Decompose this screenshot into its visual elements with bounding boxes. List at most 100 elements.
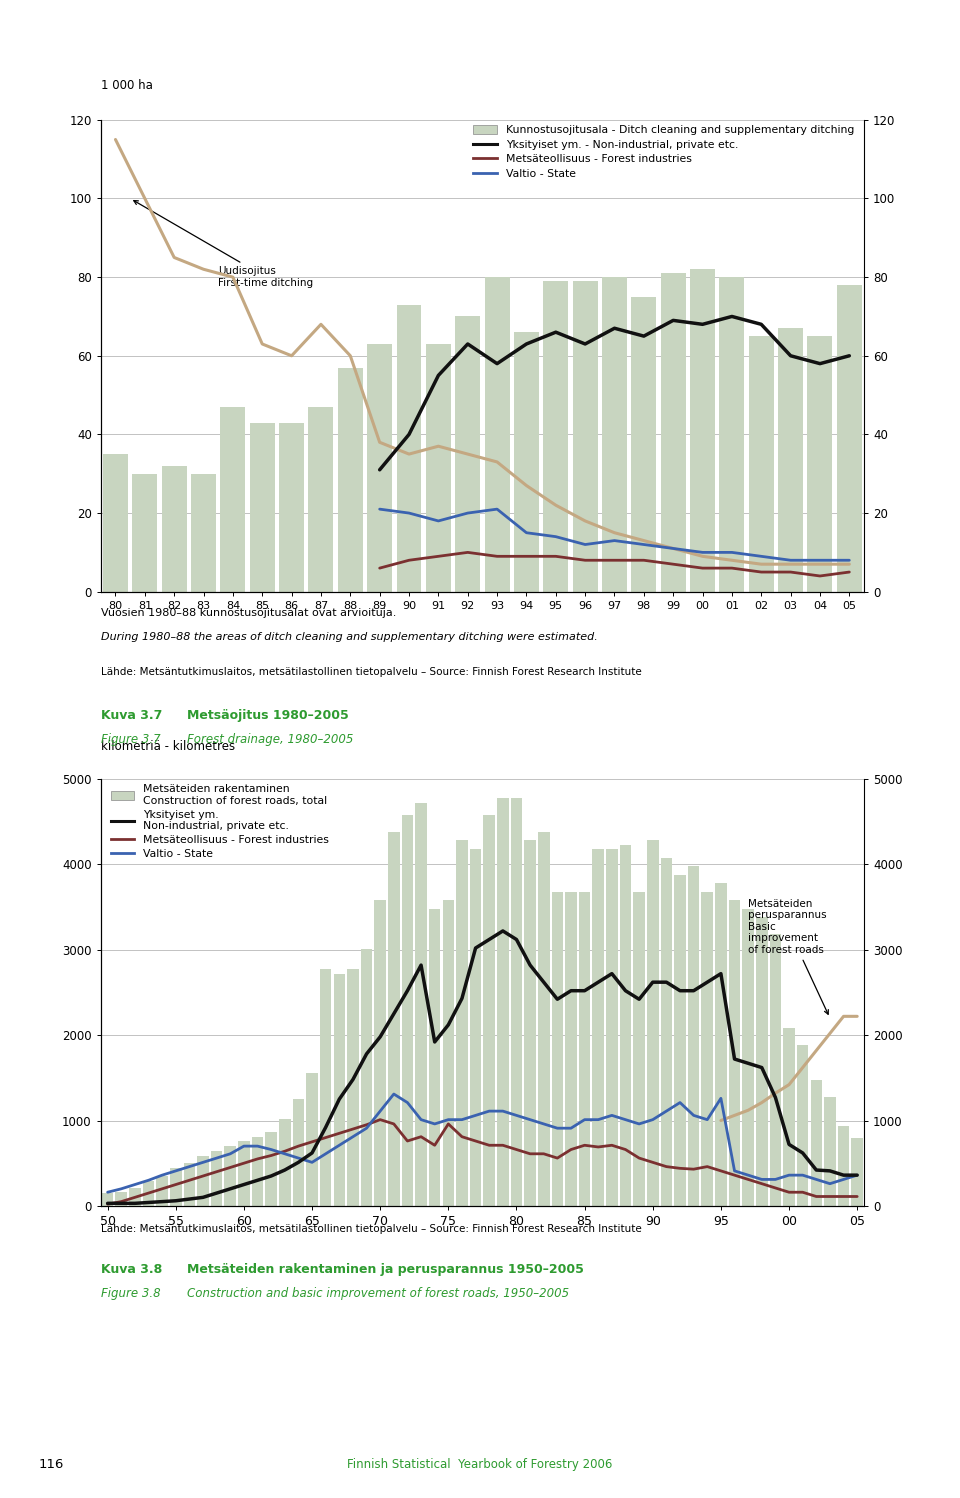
Bar	[660, 857, 672, 1206]
Bar	[401, 815, 413, 1206]
Bar	[838, 1126, 850, 1206]
Bar	[579, 891, 590, 1206]
Bar	[749, 336, 774, 592]
Bar	[170, 1168, 181, 1206]
Bar	[606, 849, 617, 1206]
Text: 116: 116	[38, 1458, 63, 1471]
Bar	[102, 1192, 113, 1206]
Bar	[115, 1192, 127, 1206]
Bar	[426, 345, 451, 592]
Text: Metsäojitus 1980–2005: Metsäojitus 1980–2005	[187, 709, 348, 722]
Bar	[688, 866, 700, 1206]
Bar	[620, 845, 632, 1206]
Bar	[374, 900, 386, 1206]
Bar	[524, 840, 536, 1206]
Bar	[485, 277, 510, 592]
Bar	[660, 273, 685, 592]
Bar	[602, 277, 627, 592]
Bar	[129, 1188, 141, 1206]
Bar	[279, 422, 304, 592]
Bar	[543, 282, 568, 592]
Text: During 1980–88 the areas of ditch cleaning and supplementary ditching were estim: During 1980–88 the areas of ditch cleani…	[101, 632, 597, 643]
Bar	[252, 1137, 263, 1206]
Bar	[715, 884, 727, 1206]
Bar	[416, 803, 427, 1206]
Bar	[221, 407, 246, 592]
Bar	[250, 422, 275, 592]
Bar	[573, 282, 598, 592]
Bar	[484, 815, 495, 1206]
Legend: Metsäteiden rakentaminen
Construction of forest roads, total, Yksityiset ym.
Non: Metsäteiden rakentaminen Construction of…	[107, 780, 333, 864]
Text: Uudisojitus
First-time ditching: Uudisojitus First-time ditching	[133, 201, 313, 288]
Text: kilometriä - kilometres: kilometriä - kilometres	[101, 740, 235, 753]
Bar	[837, 285, 862, 592]
Bar	[565, 891, 577, 1206]
Bar	[810, 1080, 822, 1206]
Bar	[770, 935, 781, 1206]
Bar	[156, 1176, 168, 1206]
Text: Figure 3.8: Figure 3.8	[101, 1287, 160, 1300]
Bar	[807, 336, 832, 592]
Text: Forest drainage, 1980–2005: Forest drainage, 1980–2005	[187, 733, 353, 746]
Text: Construction and basic improvement of forest roads, 1950–2005: Construction and basic improvement of fo…	[187, 1287, 569, 1300]
Bar	[852, 1138, 863, 1206]
Bar	[238, 1141, 250, 1206]
Text: Vuosien 1980–88 kunnostusojitusalat ovat arvioituja.: Vuosien 1980–88 kunnostusojitusalat ovat…	[101, 608, 396, 619]
Bar	[338, 367, 363, 592]
Bar	[779, 328, 804, 592]
Bar	[552, 891, 564, 1206]
Bar	[183, 1162, 195, 1206]
Bar	[293, 1100, 304, 1206]
Text: 1 000 ha: 1 000 ha	[101, 79, 153, 93]
Bar	[742, 909, 754, 1206]
Bar	[456, 840, 468, 1206]
Bar	[647, 840, 659, 1206]
Bar	[797, 1046, 808, 1206]
Text: Kuva 3.8: Kuva 3.8	[101, 1263, 162, 1276]
Bar	[729, 900, 740, 1206]
Bar	[308, 407, 333, 592]
Text: Metsäteiden rakentaminen ja perusparannus 1950–2005: Metsäteiden rakentaminen ja perusparannu…	[187, 1263, 584, 1276]
Bar	[388, 831, 399, 1206]
Bar	[367, 345, 392, 592]
Text: Finnish Statistical  Yearbook of Forestry 2006: Finnish Statistical Yearbook of Forestry…	[348, 1458, 612, 1471]
Bar	[348, 969, 359, 1206]
Bar	[632, 297, 657, 592]
Text: 3 Silviculture: 3 Silviculture	[413, 13, 547, 31]
Bar	[320, 969, 331, 1206]
Bar	[783, 1028, 795, 1206]
Bar	[455, 316, 480, 592]
Bar	[514, 333, 539, 592]
Bar	[497, 798, 509, 1206]
Bar	[143, 1180, 155, 1206]
Bar	[674, 875, 685, 1206]
Bar	[592, 849, 604, 1206]
Bar	[702, 891, 713, 1206]
Bar	[265, 1131, 276, 1206]
Legend: Kunnostusojitusala - Ditch cleaning and supplementary ditching, Yksityiset ym. -: Kunnostusojitusala - Ditch cleaning and …	[469, 120, 858, 183]
Bar	[333, 974, 345, 1206]
Bar	[511, 798, 522, 1206]
Bar	[211, 1152, 223, 1206]
Bar	[396, 304, 421, 592]
Bar	[103, 454, 128, 592]
Bar	[690, 270, 715, 592]
Bar	[634, 891, 645, 1206]
Bar	[824, 1097, 836, 1206]
Text: Lähde: Metsäntutkimuslaitos, metsätilastollinen tietopalvelu – Source: Finnish F: Lähde: Metsäntutkimuslaitos, metsätilast…	[101, 667, 641, 677]
Text: Kuva 3.7: Kuva 3.7	[101, 709, 162, 722]
Bar	[538, 831, 549, 1206]
Bar	[469, 849, 481, 1206]
Bar	[191, 473, 216, 592]
Bar	[719, 277, 744, 592]
Bar	[279, 1119, 291, 1206]
Text: Lähde: Metsäntutkimuslaitos, metsätilastollinen tietopalvelu – Source: Finnish F: Lähde: Metsäntutkimuslaitos, metsätilast…	[101, 1224, 641, 1234]
Bar	[132, 473, 157, 592]
Bar	[361, 948, 372, 1206]
Bar	[306, 1073, 318, 1206]
Bar	[197, 1156, 209, 1206]
Bar	[443, 900, 454, 1206]
Text: Figure 3.7: Figure 3.7	[101, 733, 160, 746]
Bar	[225, 1146, 236, 1206]
Bar	[161, 466, 186, 592]
